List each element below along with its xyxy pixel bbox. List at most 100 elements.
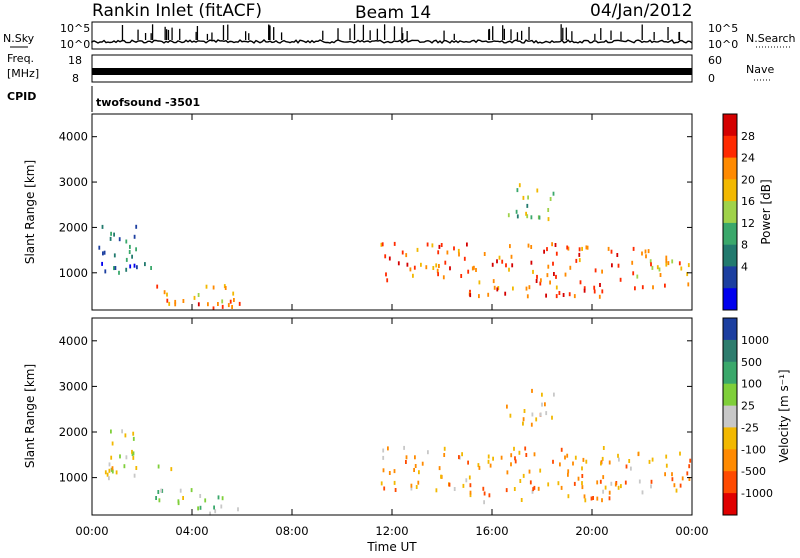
data-cell xyxy=(111,466,114,471)
colorbar-segment xyxy=(723,288,737,311)
data-cell xyxy=(432,266,435,270)
data-cell xyxy=(541,402,543,407)
data-cell xyxy=(394,488,397,492)
data-cell xyxy=(388,256,391,261)
y-tick-label: 3000 xyxy=(59,175,88,189)
data-cell xyxy=(110,231,112,236)
data-cell xyxy=(393,241,396,246)
data-cell xyxy=(593,289,596,294)
x-tick-label: 00:00 xyxy=(675,524,708,538)
data-cell xyxy=(664,283,666,288)
data-cell xyxy=(510,254,513,259)
data-cell xyxy=(125,239,128,244)
nave-right-bottom-tick: 0 xyxy=(708,72,715,85)
colorbar-tick-label: 100 xyxy=(741,378,762,391)
data-cell xyxy=(438,466,441,471)
data-cell xyxy=(631,260,634,265)
data-cell xyxy=(403,445,405,450)
data-cell xyxy=(110,429,112,434)
data-cell xyxy=(483,252,486,256)
velocity-data xyxy=(104,388,692,516)
data-cell xyxy=(453,487,456,491)
data-cell xyxy=(617,263,620,268)
data-cell xyxy=(166,298,169,303)
data-cell xyxy=(469,490,472,495)
data-cell xyxy=(538,215,541,220)
data-cell xyxy=(440,243,443,247)
y-tick-label: 4000 xyxy=(59,334,88,348)
data-cell xyxy=(592,496,594,500)
data-cell xyxy=(630,466,632,471)
data-cell xyxy=(530,260,533,265)
data-cell xyxy=(101,224,104,229)
data-cell xyxy=(648,459,651,464)
data-cell xyxy=(131,254,133,259)
data-cell xyxy=(482,486,485,491)
y-tick-label: 2000 xyxy=(59,425,88,439)
data-cell xyxy=(681,476,684,481)
data-cell xyxy=(593,285,596,290)
data-cell xyxy=(505,488,508,493)
data-cell xyxy=(679,451,681,456)
data-cell xyxy=(514,456,516,461)
data-cell xyxy=(473,265,475,270)
data-cell xyxy=(647,249,650,254)
data-cell xyxy=(583,494,586,499)
data-cell xyxy=(569,265,572,270)
colorbar-segment xyxy=(723,361,737,385)
data-cell xyxy=(108,468,111,473)
data-cell xyxy=(477,463,480,468)
data-cell xyxy=(545,411,548,416)
data-cell xyxy=(578,247,581,252)
data-cell xyxy=(417,480,420,485)
data-cell xyxy=(546,247,548,252)
freq-label-line2: [MHz] xyxy=(7,67,39,80)
data-cell xyxy=(578,252,581,257)
data-cell xyxy=(156,284,159,289)
cpid-panel: CPID twofsound -3501 xyxy=(7,86,200,112)
data-cell xyxy=(583,286,586,291)
x-tick-label: 00:00 xyxy=(75,524,108,538)
data-cell xyxy=(461,452,463,457)
data-cell xyxy=(438,264,440,268)
data-cell xyxy=(665,255,668,260)
freq-band xyxy=(92,68,692,75)
data-cell xyxy=(530,215,533,220)
data-cell xyxy=(539,412,542,417)
data-cell xyxy=(427,450,429,455)
data-cell xyxy=(393,469,396,474)
data-cell xyxy=(665,454,668,459)
data-cell xyxy=(426,242,429,247)
data-cell xyxy=(125,455,128,460)
data-cell xyxy=(611,263,613,268)
data-cell xyxy=(110,455,113,460)
data-cell xyxy=(462,483,465,488)
data-cell xyxy=(520,498,523,502)
data-cell xyxy=(468,475,471,480)
data-cell xyxy=(416,247,419,252)
data-cell xyxy=(421,461,424,466)
data-cell xyxy=(471,266,474,271)
data-cell xyxy=(435,488,438,493)
data-cell xyxy=(618,457,620,462)
x-tick-label: 12:00 xyxy=(375,524,408,538)
data-cell xyxy=(104,470,107,475)
data-cell xyxy=(108,462,111,467)
time-axis: 00:00 04:00 08:00 12:00 16:00 20:00 00:00 xyxy=(75,114,709,538)
power-colorbar-label: Power [dB] xyxy=(759,179,773,244)
data-cell xyxy=(617,485,620,490)
data-cell xyxy=(380,481,383,486)
data-cell xyxy=(574,455,577,460)
data-cell xyxy=(553,392,555,397)
data-cell xyxy=(104,269,107,274)
data-cell xyxy=(113,253,116,258)
data-cell xyxy=(444,260,447,265)
data-cell xyxy=(688,477,691,481)
data-cell xyxy=(532,269,534,274)
data-cell xyxy=(649,259,652,264)
data-cell xyxy=(555,274,557,279)
data-cell xyxy=(625,464,628,469)
data-cell xyxy=(651,457,654,462)
data-cell xyxy=(469,493,472,498)
data-cell xyxy=(115,470,118,475)
